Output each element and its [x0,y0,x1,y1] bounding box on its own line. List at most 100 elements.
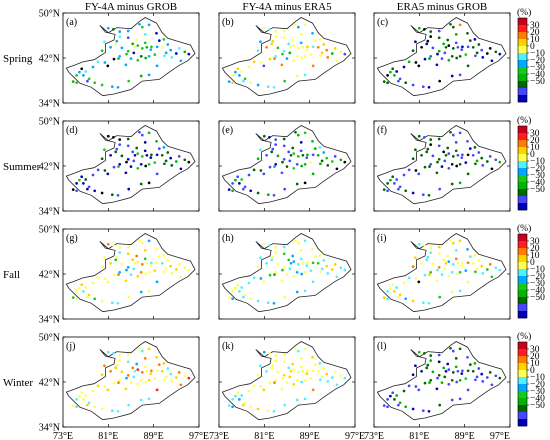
station-dot [330,160,334,163]
station-dot [109,261,112,265]
station-dot [265,153,268,157]
station-dot [133,153,137,157]
station-dot [115,255,119,259]
station-dot [71,404,75,407]
station-dot [140,25,144,29]
station-dot [280,279,284,283]
station-dot [440,381,444,384]
station-dot [249,189,253,193]
lon-tick-label: 89°E [455,431,475,440]
column-title: FY-4A minus GROB [85,1,177,13]
station-dot [262,242,266,246]
station-dot [125,268,128,272]
lat-tick-label: 50°N [39,333,60,344]
station-dot [318,254,322,257]
station-dot [456,261,460,265]
station-dot [274,378,278,382]
station-dot [143,141,147,144]
station-dot [473,254,477,257]
station-dot [227,188,231,191]
station-dot [490,167,494,171]
station-dot [136,152,140,155]
station-dot [316,369,320,373]
station-dot [274,30,278,33]
station-dot [147,23,151,27]
station-dot [294,130,297,134]
station-dot [240,178,244,181]
region-boundary [65,233,196,313]
station-dot [75,189,78,193]
station-dot [316,153,320,157]
station-dot [435,63,439,67]
station-dot [386,398,389,401]
station-dot [135,254,139,258]
region-boundary [221,125,352,205]
station-dot [436,268,439,272]
station-dot [343,160,347,164]
station-dot [292,368,296,371]
colorbar-unit: (%) [517,115,531,126]
station-dot [131,258,135,262]
station-dot [466,31,469,35]
station-dot [75,74,78,77]
panel-label: (e) [222,125,233,136]
station-dot [114,366,118,370]
station-dot [477,151,481,154]
station-dot [282,144,286,148]
station-dot [75,398,78,401]
station-dot [454,41,458,45]
lon-tick-label: 97°E [345,431,365,440]
station-dot [139,398,143,402]
station-dot [386,182,389,185]
station-dot [325,264,329,268]
station-dot [289,261,293,265]
station-dot [183,374,187,378]
station-dot [84,394,88,397]
station-dot [256,373,260,377]
station-dot [414,148,417,152]
station-dot [136,368,140,371]
station-dot [274,246,278,249]
station-dot [339,158,343,162]
station-dot [460,48,464,51]
station-dot [299,41,303,45]
station-dot [106,242,110,246]
station-dot [393,182,396,185]
station-dot [440,57,444,60]
station-dot [335,59,339,63]
station-dot [299,357,303,360]
station-dot [414,277,418,280]
station-dot [120,370,124,374]
station-dot [155,172,159,176]
station-dot [402,173,406,177]
station-dot [131,42,135,46]
station-dot [301,153,305,157]
station-dot [313,147,317,150]
station-dot [240,286,244,289]
station-dot [136,44,140,47]
station-dot [395,286,399,289]
station-dot [114,150,118,154]
station-dot [471,369,475,373]
station-dot [150,45,153,49]
station-dot [404,297,408,301]
station-dot [295,270,299,274]
station-dot [288,159,292,163]
station-dot [303,239,307,243]
lon-tick-label: 89°E [300,431,320,440]
station-dot [437,360,441,364]
station-dot [295,378,299,382]
station-dot [276,46,280,50]
station-dot [136,260,140,263]
colorbar-segment [518,398,527,406]
station-dot [316,45,320,49]
station-dot [126,252,130,256]
station-dot [162,254,166,257]
station-dot [481,272,485,275]
station-dot [458,239,462,243]
station-dot [155,31,158,35]
station-dot [155,45,159,49]
station-dot [124,387,128,391]
station-dot [343,376,347,380]
station-dot [305,156,309,159]
